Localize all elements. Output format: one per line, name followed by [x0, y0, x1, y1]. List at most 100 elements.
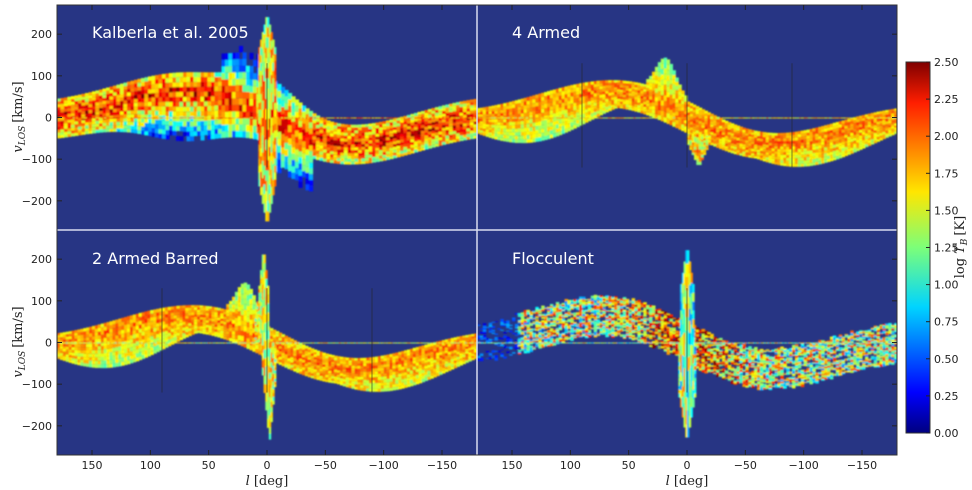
emission-cell [71, 122, 76, 125]
emission-cell [148, 76, 153, 81]
emission-cell [253, 73, 258, 80]
emission-cell [452, 105, 457, 109]
emission-cell [281, 154, 286, 161]
emission-cell [200, 77, 205, 82]
emission-cell [102, 129, 107, 133]
emission-cell [400, 131, 405, 134]
emission-cell [309, 133, 314, 140]
emission-cell [176, 111, 181, 117]
emission-cell [218, 119, 223, 125]
emission-cell [263, 90, 266, 100]
emission-cell [298, 120, 303, 127]
emission-cell [60, 115, 65, 118]
emission-cell [379, 121, 384, 125]
emission-cell [141, 102, 146, 107]
emission-cell [272, 140, 275, 149]
emission-cell [312, 149, 317, 153]
emission-cell [344, 158, 349, 162]
emission-cell [272, 86, 275, 95]
emission-cell [156, 117, 160, 119]
emission-cell [246, 117, 249, 119]
emission-cell [428, 134, 433, 138]
emission-cell [456, 133, 461, 136]
emission-cell [176, 116, 181, 122]
emission-cell [312, 146, 317, 150]
emission-cell [463, 106, 468, 110]
emission-cell [414, 135, 419, 139]
emission-cell [379, 147, 384, 151]
emission-cell [456, 107, 461, 111]
emission-cell [71, 113, 76, 117]
emission-cell [326, 141, 331, 145]
emission-cell [438, 131, 443, 135]
emission-cell [92, 117, 95, 119]
emission-cell [452, 111, 457, 115]
emission-cell [323, 122, 328, 126]
emission-cell [438, 126, 443, 129]
emission-cell [151, 119, 156, 124]
emission-cell [253, 126, 258, 133]
emission-cell [176, 72, 181, 78]
emission-cell [386, 151, 391, 155]
emission-cell [351, 147, 356, 151]
emission-cell [258, 179, 261, 187]
emission-cell [435, 118, 440, 122]
emission-cell [337, 143, 342, 147]
emission-cell [123, 118, 128, 122]
emission-cell [141, 117, 144, 119]
emission-cell [272, 39, 275, 48]
emission-cell [249, 85, 254, 93]
emission-cell [442, 108, 447, 111]
emission-cell [305, 161, 310, 167]
emission-cell [141, 122, 146, 127]
emission-cell [319, 145, 324, 149]
emission-cell [253, 93, 258, 100]
emission-cell [295, 124, 300, 131]
emission-cell [386, 140, 391, 143]
emission-cell [190, 126, 195, 132]
emission-cell [365, 160, 370, 164]
emission-cell [193, 82, 198, 87]
emission-cell [130, 88, 135, 92]
emission-cell [120, 104, 125, 108]
emission-cell [232, 104, 237, 112]
emission-cell [261, 57, 265, 67]
emission-cell [459, 126, 464, 130]
emission-cell [431, 110, 436, 114]
emission-cell [347, 141, 352, 145]
emission-cell [71, 107, 76, 111]
emission-cell [463, 126, 468, 129]
emission-cell [345, 117, 349, 119]
emission-cell [232, 117, 237, 125]
emission-cell [312, 155, 317, 160]
emission-cell [330, 121, 335, 125]
emission-cell [144, 97, 149, 103]
emission-cell [330, 136, 335, 140]
emission-cell [263, 137, 266, 147]
emission-cell [326, 135, 331, 139]
emission-cell [333, 134, 338, 138]
emission-cell [116, 117, 119, 119]
emission-cell [137, 130, 142, 134]
emission-cell [71, 124, 76, 128]
emission-cell [340, 117, 343, 119]
emission-cell [228, 92, 233, 99]
emission-cell [60, 135, 65, 138]
emission-cell [267, 68, 270, 79]
emission-cell [71, 99, 76, 102]
emission-cell [113, 105, 118, 109]
emission-cell [347, 147, 352, 151]
emission-cell [272, 47, 275, 56]
emission-cell [326, 117, 329, 119]
emission-cell [113, 88, 118, 93]
emission-cell [200, 121, 205, 126]
emission-cell [449, 134, 454, 138]
emission-cell [288, 99, 293, 106]
emission-cell [431, 125, 436, 128]
emission-cell [88, 92, 93, 96]
emission-cell [272, 55, 275, 63]
emission-cell [158, 110, 163, 116]
emission-cell [323, 146, 328, 150]
emission-cell [92, 109, 97, 113]
emission-cell [186, 106, 191, 112]
